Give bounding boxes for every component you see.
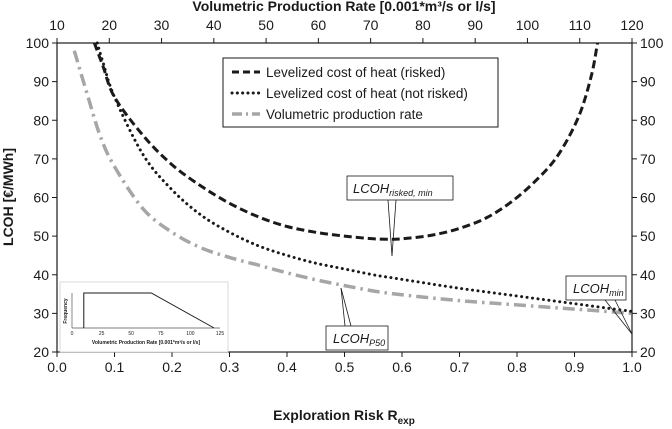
top-tick-label: 30 bbox=[154, 17, 170, 33]
y2-tick-label: 100 bbox=[640, 35, 664, 51]
left-axis-ticks: 20 30 40 50 60 70 80 90 100 bbox=[26, 35, 57, 360]
inset-x-label: Volumetric Production Rate [0.001*m³/s o… bbox=[92, 340, 201, 346]
y2-tick-label: 70 bbox=[640, 151, 656, 167]
inset-x-tick-label: 25 bbox=[99, 331, 105, 337]
callout-p50-text: LCOHP50 bbox=[333, 331, 385, 348]
legend-box bbox=[222, 57, 499, 128]
inset-x-tick-label: 125 bbox=[216, 331, 225, 337]
y-tick-label: 80 bbox=[33, 112, 49, 128]
legend-label-production: Volumetric production rate bbox=[266, 107, 423, 122]
y-tick-label: 100 bbox=[26, 35, 50, 51]
series-dashed bbox=[92, 42, 599, 241]
x-tick-label: 0.6 bbox=[392, 359, 412, 375]
inset-x-tick-label: 75 bbox=[158, 331, 164, 337]
y2-tick-label: 20 bbox=[640, 344, 656, 360]
x-axis-title: Exploration Risk Rexp bbox=[273, 407, 415, 427]
y2-tick-label: 50 bbox=[640, 228, 656, 244]
top-tick-label: 60 bbox=[311, 17, 327, 33]
top-tick-label: 40 bbox=[206, 17, 222, 33]
callout-lcoh-min: LCOHmin bbox=[565, 275, 633, 335]
inset-y-label: Frequency bbox=[63, 298, 69, 324]
bottom-axis-ticks: 0.0 0.1 0.2 0.3 0.4 0.5 0.6 0.7 0.8 0.9 1.0 bbox=[47, 352, 642, 375]
top-tick-label: 50 bbox=[258, 17, 274, 33]
y2-tick-label: 60 bbox=[640, 190, 656, 206]
top-tick-label: 80 bbox=[415, 17, 431, 33]
inset-x-tick-label: 100 bbox=[186, 331, 195, 337]
inset-x-tick-label: 50 bbox=[128, 331, 134, 337]
x-tick-label: 0.9 bbox=[565, 359, 585, 375]
callout-p50-leader bbox=[340, 287, 346, 327]
y-tick-label: 70 bbox=[33, 151, 49, 167]
callout-risked-leader bbox=[387, 199, 393, 257]
legend-label-not-risked: Levelized cost of heat (not risked) bbox=[266, 86, 468, 101]
y2-tick-label: 30 bbox=[640, 305, 656, 321]
callout-p50-box bbox=[325, 325, 389, 351]
y-tick-label: 40 bbox=[33, 267, 49, 283]
top-tick-label: 110 bbox=[569, 17, 592, 33]
callout-min-text: LCOHmin bbox=[573, 281, 624, 298]
inset-frame bbox=[59, 281, 229, 353]
inset-x-ticks: 0 25 50 75 100 125 bbox=[71, 331, 225, 337]
top-tick-label: 10 bbox=[49, 17, 65, 33]
legend-label-risked: Levelized cost of heat (risked) bbox=[266, 65, 445, 80]
series-dotted bbox=[95, 41, 634, 313]
y2-tick-label: 90 bbox=[640, 74, 656, 90]
y-tick-label: 90 bbox=[33, 74, 49, 90]
top-tick-label: 70 bbox=[363, 17, 379, 33]
callout-min-box bbox=[565, 275, 627, 301]
top-tick-label: 100 bbox=[516, 17, 540, 33]
y-tick-label: 20 bbox=[33, 344, 49, 360]
callout-min-leader2 bbox=[614, 299, 633, 335]
x-tick-label: 1.0 bbox=[622, 359, 642, 375]
y2-tick-label: 80 bbox=[640, 112, 656, 128]
inset-frequency-line bbox=[83, 292, 215, 329]
x-tick-label: 0.0 bbox=[47, 359, 67, 375]
x-tick-label: 0.3 bbox=[220, 359, 240, 375]
x-tick-label: 0.7 bbox=[450, 359, 470, 375]
top-axis-title: Volumetric Production Rate [0.001*m³/s o… bbox=[192, 0, 495, 14]
x-tick-label: 0.2 bbox=[162, 359, 182, 375]
y2-tick-label: 40 bbox=[640, 267, 656, 283]
inset-chart: 0 25 50 75 100 125 Frequency Volumetric Produ… bbox=[59, 281, 229, 353]
right-axis-ticks: 20 30 40 50 60 70 80 90 100 bbox=[632, 35, 664, 360]
callout-lcoh-risked-min: LCOHrisked, min bbox=[346, 175, 454, 257]
callout-p50-leader2 bbox=[340, 287, 352, 327]
x-tick-label: 0.4 bbox=[277, 359, 297, 375]
callout-lcoh-p50: LCOHP50 bbox=[325, 287, 389, 351]
top-tick-label: 120 bbox=[620, 17, 644, 33]
y-tick-label: 60 bbox=[33, 190, 49, 206]
callout-risked-leader2 bbox=[391, 199, 397, 257]
callout-min-leader bbox=[604, 299, 633, 335]
top-axis-ticks: 10 20 30 40 50 60 70 80 90 100 110 120 bbox=[49, 17, 644, 43]
callout-risked-text: LCOHrisked, min bbox=[353, 181, 433, 198]
x-tick-label: 0.5 bbox=[335, 359, 355, 375]
y-tick-label: 30 bbox=[33, 305, 49, 321]
x-tick-label: 0.8 bbox=[507, 359, 527, 375]
y-axis-title: LCOH [€/MWh] bbox=[0, 148, 16, 246]
y-tick-label: 50 bbox=[33, 228, 49, 244]
top-tick-label: 90 bbox=[467, 17, 483, 33]
top-tick-label: 20 bbox=[101, 17, 117, 33]
series-dashdot bbox=[72, 50, 633, 316]
inset-x-tick-label: 0 bbox=[71, 331, 74, 337]
legend: Levelized cost of heat (risked) Levelize… bbox=[222, 57, 499, 128]
series-layer bbox=[72, 41, 634, 316]
callout-risked-box bbox=[346, 175, 454, 201]
x-tick-label: 0.1 bbox=[105, 359, 125, 375]
